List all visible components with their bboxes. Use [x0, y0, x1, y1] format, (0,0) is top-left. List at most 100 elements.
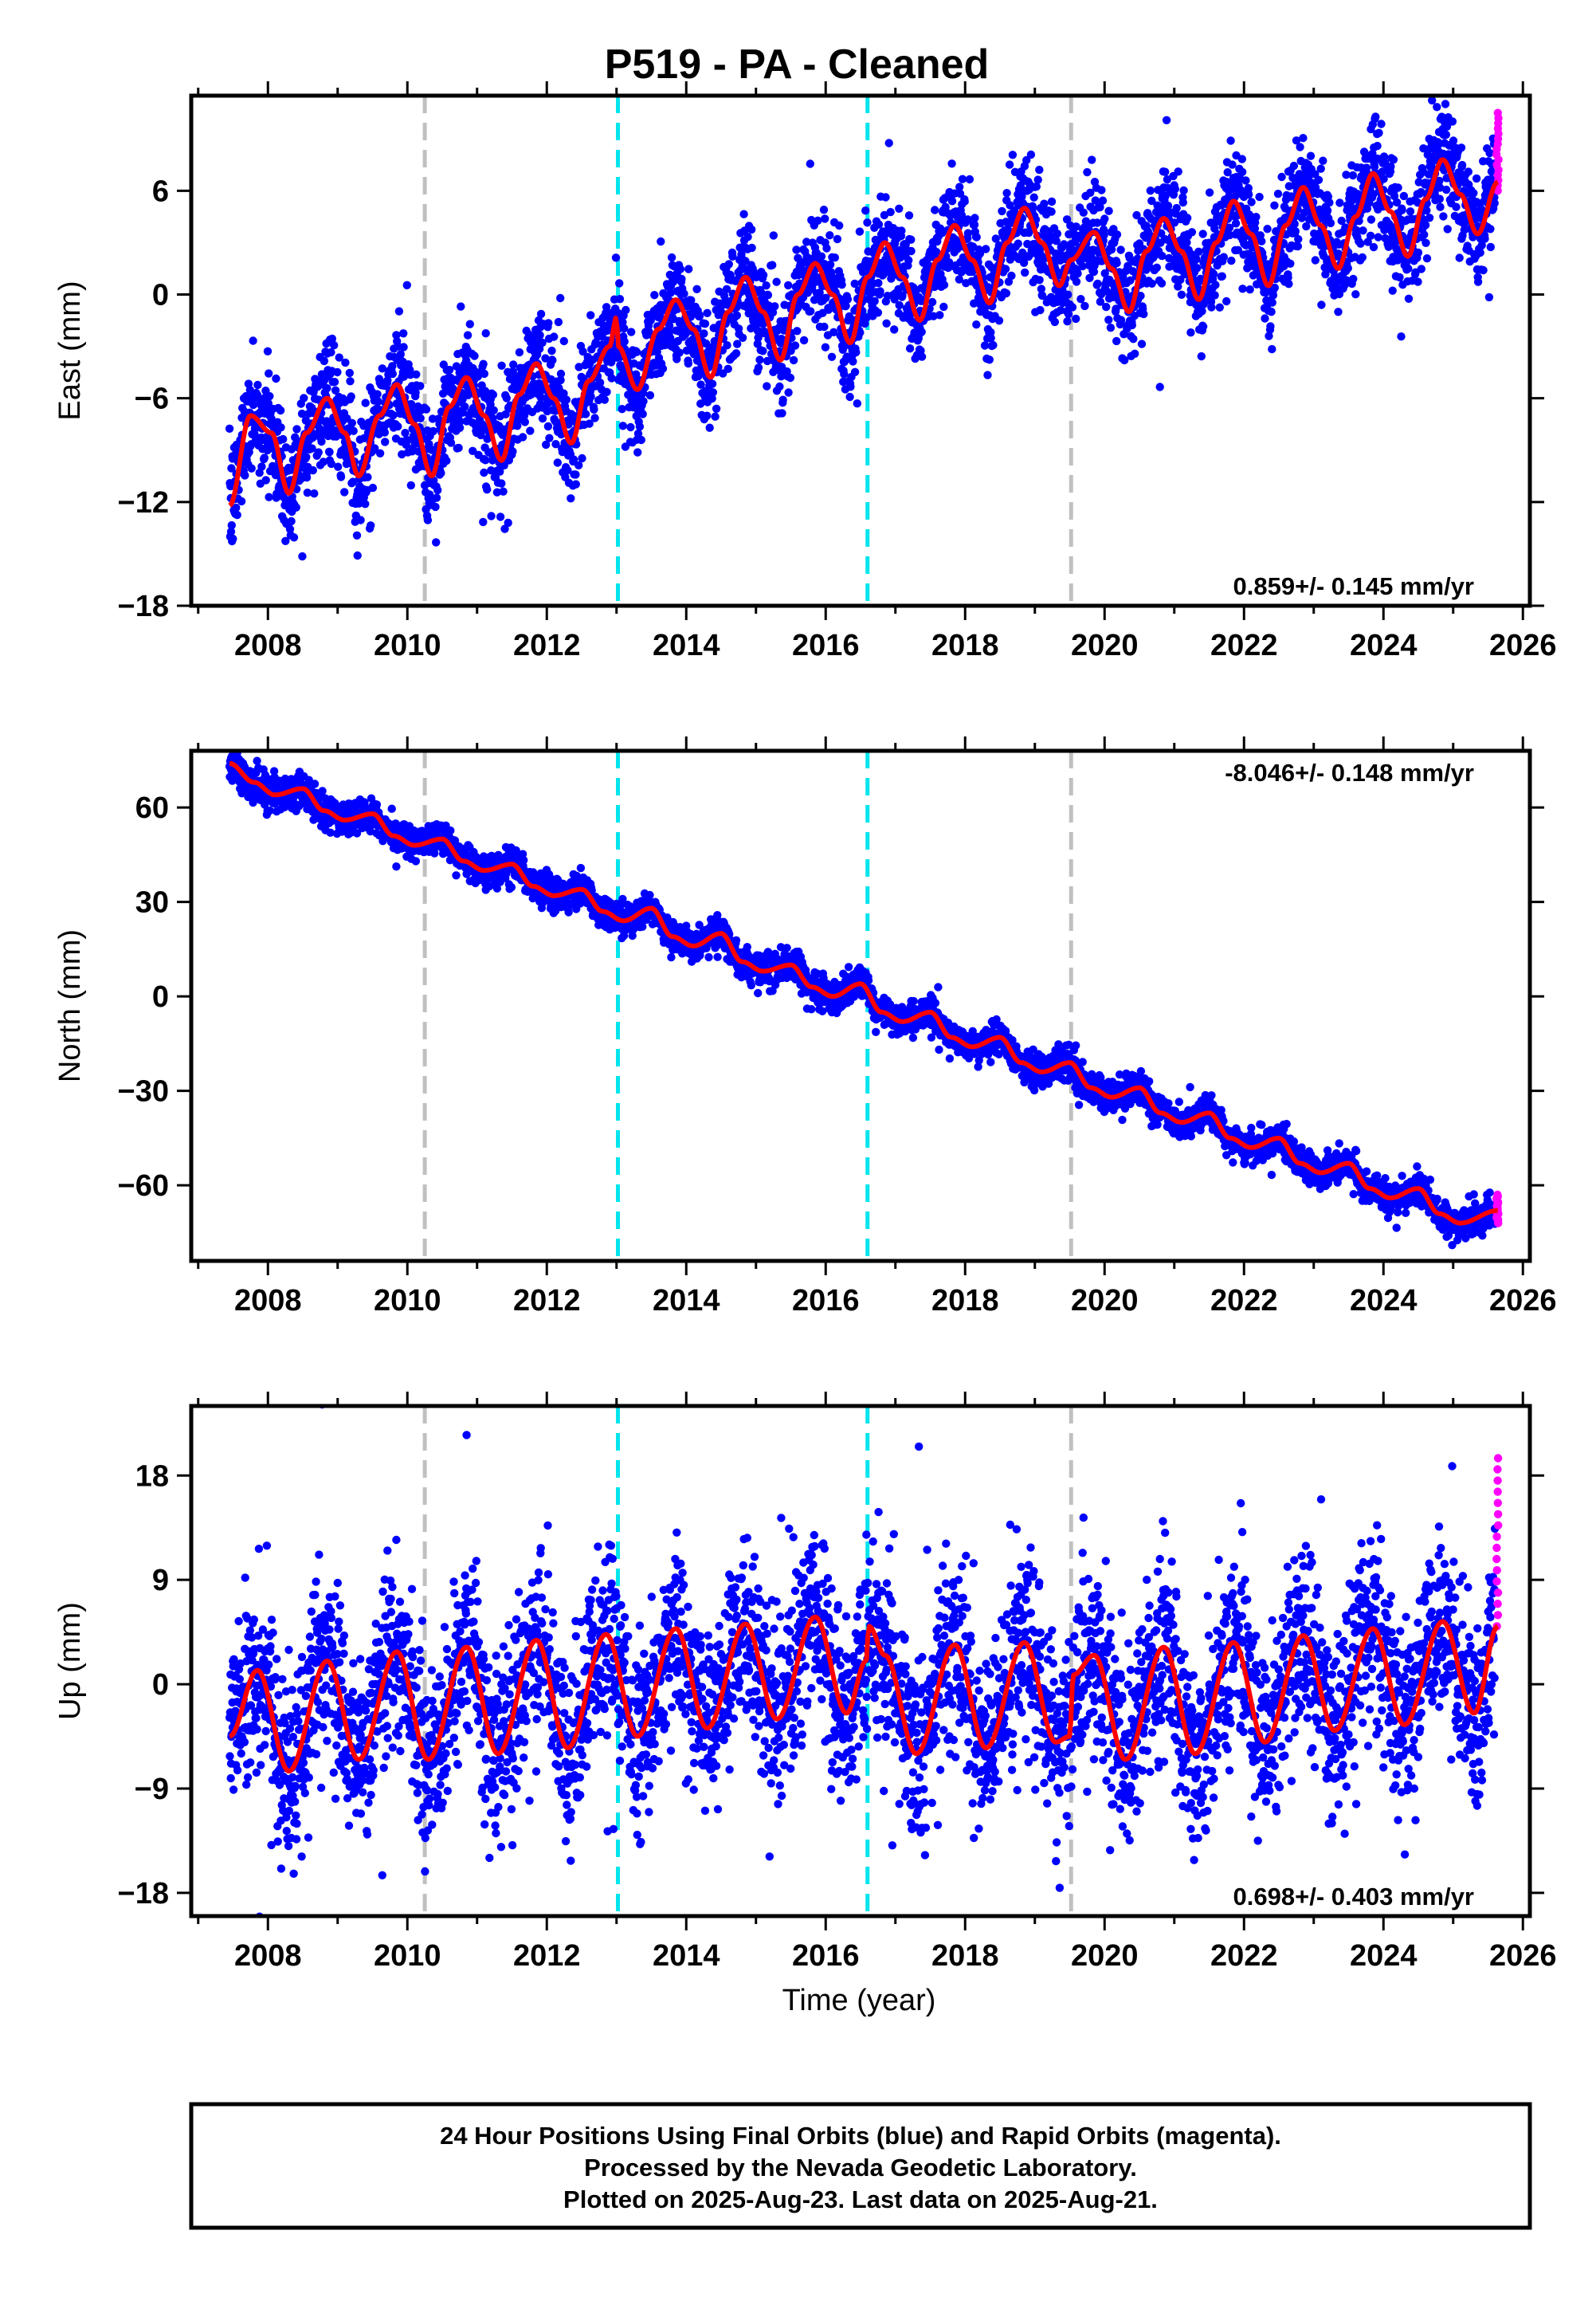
east-point-2389 [955, 275, 964, 284]
east-point-1620 [720, 292, 729, 300]
east-point-2005 [837, 281, 846, 289]
east-point-398 [347, 392, 355, 401]
east-point-404 [348, 477, 358, 486]
east-point-1572 [705, 423, 714, 432]
east-point-831 [479, 359, 488, 368]
east-point-1662 [733, 340, 742, 348]
east-point-3485 [1289, 161, 1299, 171]
east-point-4056 [1464, 167, 1473, 176]
east-point-3749 [1370, 163, 1379, 171]
east-xtick-label-2008: 2008 [234, 629, 302, 662]
east-point-3601 [1325, 198, 1334, 207]
east-point-3094 [1170, 218, 1179, 227]
east-point-865 [489, 406, 498, 414]
east-point-3101 [1172, 203, 1181, 213]
east-point-3226 [1210, 291, 1219, 300]
east-point-452 [363, 473, 372, 481]
east-point-2418 [963, 229, 973, 238]
east-point-1932 [815, 289, 824, 297]
east-point-291 [314, 448, 323, 457]
east-point-2392 [955, 189, 965, 198]
north-point-330 [326, 828, 335, 837]
east-point-3487 [1290, 219, 1299, 229]
east-point-1265 [611, 253, 621, 262]
east-point-3533 [1304, 175, 1313, 183]
east-point-3361 [1252, 213, 1261, 222]
east-point-202 [287, 516, 296, 526]
east-ytick-label: −6 [135, 383, 169, 416]
east-point-2654 [1036, 305, 1045, 315]
east-point-3019 [1147, 196, 1156, 206]
north-point-531 [387, 804, 396, 813]
east-point-3845 [1399, 191, 1409, 201]
east-point-3295 [1231, 219, 1241, 228]
east-point-1761 [763, 356, 772, 366]
east-point-2983 [1136, 292, 1145, 300]
east-point-127 [264, 399, 273, 408]
east-point-750 [454, 443, 463, 453]
east-point-2400 [958, 175, 967, 183]
east-point-1689 [741, 257, 750, 265]
east-point-3861 [1404, 294, 1414, 303]
east-point-1791 [772, 277, 781, 286]
east-point-611 [412, 370, 421, 379]
east-point-1949 [821, 214, 829, 223]
east-point-3703 [1356, 239, 1365, 248]
east-point-1234 [602, 303, 611, 312]
east-point-2203 [898, 291, 907, 300]
east-point-1965 [825, 231, 834, 240]
east-point-1044 [544, 319, 553, 328]
east-point-78 [249, 400, 258, 410]
east-point-1502 [684, 359, 692, 368]
east-point-4124 [1484, 293, 1494, 302]
east-point-1127 [569, 455, 578, 464]
east-point-1412 [657, 237, 665, 246]
east-point-1315 [627, 328, 636, 336]
east-point-1331 [632, 370, 641, 379]
east-point-796 [469, 446, 477, 455]
east-point-1680 [738, 333, 747, 342]
east-point-2164 [886, 207, 895, 217]
east-point-912 [504, 518, 512, 528]
east-point-1020 [536, 309, 546, 319]
east-point-569 [399, 329, 408, 338]
east-point-2818 [1086, 188, 1095, 197]
east-point-1812 [778, 395, 787, 404]
east-point-243 [300, 394, 308, 403]
east-point-1250 [607, 358, 616, 367]
east-point-2018 [841, 301, 850, 311]
east-point-168 [276, 423, 285, 432]
east-point-337 [328, 425, 337, 434]
east-point-3379 [1257, 237, 1266, 245]
east-point-3398 [1263, 225, 1272, 234]
east-point-6 [227, 464, 236, 473]
east-point-2439 [970, 220, 979, 230]
east-point-2390 [955, 183, 964, 191]
east-point-1464 [673, 355, 681, 363]
east-point-1978 [829, 328, 838, 336]
east-point-2446 [972, 233, 981, 242]
east-point-3937 [1428, 96, 1437, 105]
east-point-2554 [1005, 160, 1014, 169]
east-ytick-label: −18 [118, 590, 169, 623]
east-point-3036 [1152, 263, 1162, 272]
east-point-1588 [710, 336, 719, 346]
east-point-251 [302, 453, 311, 461]
north-point-546 [392, 862, 401, 871]
east-point-546 [392, 331, 401, 340]
east-point-2661 [1037, 291, 1047, 300]
east-point-3417 [1269, 291, 1278, 300]
east-point-2082 [861, 206, 870, 215]
east-point-834 [480, 369, 488, 379]
east-point-2151 [882, 319, 891, 328]
north-point-742 [452, 871, 461, 880]
east-point-2055 [853, 399, 862, 408]
east-point-1444 [666, 289, 675, 297]
east-point-1553 [700, 329, 708, 338]
east-point-220 [292, 425, 301, 434]
east-point-493 [375, 449, 385, 457]
east-point-1952 [822, 293, 830, 302]
east-point-2800 [1080, 301, 1089, 311]
east-point-1333 [632, 348, 641, 356]
east-point-2520 [994, 316, 1004, 325]
